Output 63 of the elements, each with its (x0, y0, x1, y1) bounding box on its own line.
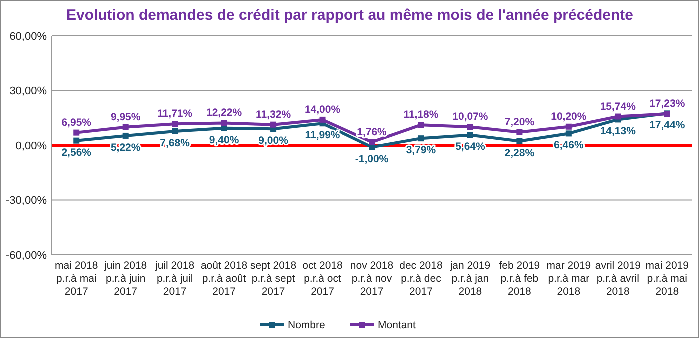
data-label: 10,20% (551, 110, 588, 123)
data-label: 17,44% (650, 120, 686, 132)
x-tick-label: mai 2019 p.r.à mai 2018 (646, 260, 690, 298)
legend-label: Nombre (288, 320, 326, 332)
x-tick-label: feb 2019 p.r.à feb 2018 (499, 260, 540, 298)
y-tick-label: -30,00% (6, 195, 48, 208)
y-tick-label: -60,00% (6, 250, 48, 262)
point (418, 122, 424, 128)
chart-title: Evolution demandes de crédit par rapport au même mois de l'année précédente (66, 7, 634, 24)
data-label: -1,00% (355, 153, 390, 166)
point (467, 124, 474, 130)
point (74, 130, 80, 136)
x-tick-label: sept 2018 p.r.à sept 2017 (250, 260, 297, 298)
point (221, 120, 228, 126)
x-tick-label: mar 2019 p.r.à mar 2018 (546, 260, 592, 298)
point (221, 125, 228, 132)
data-label: 17,23% (650, 98, 686, 110)
x-tick-label: nov 2018 p.r.à nov 2017 (350, 260, 394, 298)
x-tick-label: dec 2018 p.r.à dec 2017 (400, 260, 443, 298)
data-label: 14,13% (600, 126, 637, 138)
y-tick-label: 0,00% (16, 140, 48, 152)
data-label: 11,18% (404, 109, 440, 122)
point (74, 138, 80, 144)
data-label: 9,95% (110, 111, 142, 124)
data-label: 11,71% (158, 108, 194, 120)
y-tick-label: 60,00% (10, 30, 48, 43)
point (122, 132, 129, 139)
x-tick-label: août 2018 p.r.à août 2017 (200, 260, 248, 298)
point (172, 128, 178, 134)
x-tick-label: jan 2019 p.r.à jan 2018 (449, 260, 491, 298)
data-label: 6,95% (62, 116, 92, 129)
x-tick-label: juin 2018 p.r.à juin 2017 (104, 260, 148, 298)
data-label: 9,40% (209, 134, 240, 146)
point (516, 138, 523, 144)
data-label: 2,28% (504, 147, 536, 160)
data-label: 10,07% (452, 111, 489, 124)
point (418, 136, 424, 142)
x-tick-label: juil 2018 p.r.à juil 2017 (154, 260, 195, 298)
data-label: 7,20% (504, 116, 536, 128)
point (516, 129, 523, 136)
data-label: 9,00% (258, 135, 290, 148)
x-tick-label: avril 2019 p.r.à avril 2018 (595, 260, 642, 298)
data-label: 1,76% (357, 126, 388, 138)
point (122, 124, 129, 130)
y-tick-label: 30,00% (10, 86, 48, 98)
data-label: 11,32% (256, 108, 292, 121)
data-label: 14,00% (304, 104, 342, 116)
point (566, 124, 572, 130)
data-label: 12,22% (206, 107, 243, 120)
legend-label: Montant (378, 320, 416, 332)
data-label: 3,79% (406, 144, 437, 157)
point (566, 130, 572, 137)
data-label: 11,99% (305, 130, 341, 142)
x-tick-label: oct 2018 p.r.à oct 2017 (302, 260, 344, 298)
point (270, 122, 277, 128)
point (320, 116, 326, 123)
point (615, 114, 622, 120)
point (369, 139, 375, 146)
data-label: 2,56% (62, 146, 92, 159)
x-tick-label: mai 2018 p.r.à mai 2017 (55, 260, 98, 298)
point (467, 132, 474, 138)
data-label: 15,74% (600, 100, 637, 113)
point (172, 121, 178, 128)
